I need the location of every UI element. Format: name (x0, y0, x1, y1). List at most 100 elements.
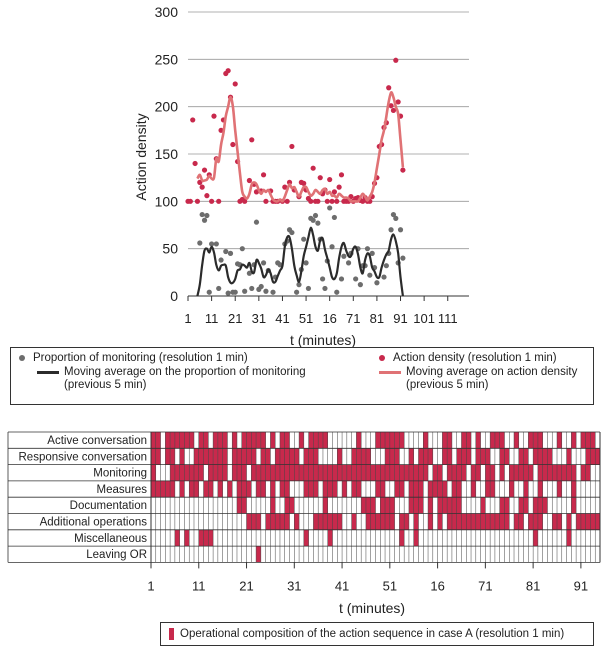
activity-cell (499, 513, 505, 530)
row-label: Monitoring (93, 468, 147, 480)
activity-cell (241, 432, 247, 449)
activity-cell (179, 480, 185, 498)
density-point (289, 143, 295, 150)
activity-cell (413, 480, 419, 498)
activity-cell (198, 529, 204, 547)
activity-cell (246, 513, 252, 530)
activity-cell (518, 497, 524, 514)
activity-cell (294, 448, 300, 465)
activity-cell (265, 448, 271, 465)
activity-cell (547, 464, 553, 481)
activity-cell (217, 448, 223, 465)
density-point (190, 117, 196, 123)
activity-cell (361, 497, 366, 514)
monitoring-point (270, 289, 276, 295)
activity-cell (327, 513, 333, 530)
activity-cell (151, 432, 156, 449)
x-tick-label: 21 (239, 578, 253, 593)
activity-cell (499, 448, 505, 465)
activity-cell (313, 480, 319, 498)
activity-cell (322, 513, 328, 530)
activity-cell (380, 480, 386, 498)
monitoring-point (253, 219, 260, 225)
top-series (185, 57, 406, 297)
density-point (232, 81, 238, 87)
activity-cell (428, 480, 433, 498)
row-label: Leaving OR (86, 549, 147, 561)
activity-cell (332, 480, 338, 498)
top-y-ticks: 0 50 100 150 200 250 300 (155, 4, 179, 304)
activity-cell (365, 497, 371, 514)
activity-cell (537, 464, 543, 481)
legend-label: Moving average on the proportion of moni… (64, 366, 306, 378)
activity-cell (442, 480, 448, 498)
activity-cell (590, 448, 596, 465)
activity-cell (413, 464, 419, 481)
activity-cell (294, 464, 300, 481)
x-tick-label: 51 (299, 311, 313, 326)
monitoring-point (225, 290, 231, 296)
monitoring-point (227, 250, 234, 256)
activity-cell (203, 448, 209, 465)
x-tick-label: 81 (526, 578, 540, 593)
activity-cell (399, 480, 405, 498)
activity-cell (456, 497, 462, 514)
y-tick-label: 0 (170, 288, 178, 304)
activity-cell (217, 480, 223, 498)
activity-cell (370, 497, 376, 514)
activity-cell (284, 432, 290, 449)
activity-cell (437, 464, 443, 481)
monitoring-point (397, 227, 404, 233)
activity-cell (437, 513, 443, 530)
activity-cell (528, 464, 534, 481)
activity-cell (208, 480, 214, 498)
activity-cell (533, 513, 538, 530)
activity-cell (499, 497, 505, 514)
activity-cell (342, 480, 347, 498)
activity-cell (461, 513, 467, 530)
x-tick-label: 41 (335, 578, 349, 593)
activity-cell (170, 448, 175, 465)
activity-cell (217, 432, 223, 449)
activity-cell (537, 480, 543, 498)
activity-cell (241, 480, 247, 498)
monitoring-point (312, 212, 319, 219)
activity-cell (246, 480, 252, 498)
monitoring-point (393, 215, 399, 221)
bottom-grid (7, 431, 601, 563)
monitoring-point (213, 241, 219, 247)
activity-cell (174, 464, 180, 481)
activity-cell (208, 448, 214, 465)
row-label: Responsive conversation (19, 451, 148, 463)
activity-cell (475, 448, 481, 465)
activity-cell (165, 480, 171, 498)
activity-cell (365, 448, 371, 465)
y-tick-label: 100 (155, 193, 179, 209)
activity-cell (408, 480, 414, 498)
x-tick-label: 31 (252, 311, 266, 326)
density-point (284, 198, 290, 204)
activity-cell (399, 432, 405, 449)
activity-cell (151, 448, 156, 465)
activity-cell (447, 448, 452, 465)
monitoring-point (341, 253, 347, 259)
activity-cell (246, 432, 252, 449)
monitoring-point (345, 260, 352, 266)
activity-cell (413, 497, 419, 514)
density-point (338, 172, 345, 178)
legend-item-density-points: Action density (resolution 1 min) (371, 352, 557, 365)
activity-cell (557, 513, 562, 530)
activity-cell (408, 464, 414, 481)
activity-cell (485, 513, 491, 530)
activity-cell (327, 480, 333, 498)
density-point (282, 184, 288, 190)
density-point (324, 198, 330, 204)
activity-cell (537, 432, 543, 449)
activity-cell (155, 432, 161, 449)
activity-cell (260, 480, 266, 498)
y-tick-label: 150 (155, 146, 179, 162)
activity-cell (447, 464, 452, 481)
activity-cell (490, 480, 495, 498)
activity-cell (494, 513, 500, 530)
